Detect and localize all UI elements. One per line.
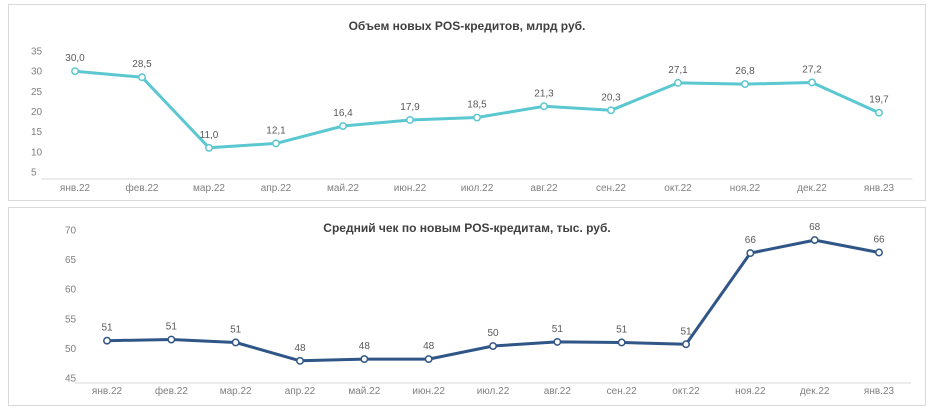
data-point — [489, 342, 497, 350]
data-label: 30,0 — [65, 53, 85, 64]
data-label: 48 — [359, 341, 371, 352]
data-label: 51 — [680, 326, 692, 337]
chart-panel-pos-loan-volume: Объем новых POS-кредитов, млрд руб. 5 10 1… — [8, 4, 926, 201]
x-tick-label: янв.22 — [92, 386, 123, 397]
data-label: 12,1 — [266, 125, 286, 136]
data-point — [540, 102, 548, 111]
x-tick-label: окт.22 — [664, 183, 692, 194]
average-check-chart: 45 50 55 60 65 70 янв.22 фев.22 мар.22 апр.22 май.… — [65, 222, 912, 397]
x-tick-label: янв.22 — [60, 183, 91, 194]
data-point — [138, 73, 146, 82]
x-tick-label: май.22 — [327, 183, 359, 194]
y-tick-label: 50 — [65, 344, 77, 355]
data-point — [553, 337, 562, 346]
y-tick-label: 5 — [31, 168, 37, 179]
x-tick-label: май.22 — [348, 386, 380, 397]
y-tick-label: 65 — [65, 255, 77, 266]
x-tick-label: янв.23 — [864, 386, 895, 397]
x-tick-label: апр.22 — [285, 386, 316, 397]
data-point — [741, 80, 749, 89]
data-point — [296, 356, 304, 365]
data-label: 19,7 — [869, 95, 889, 106]
y-tick-label: 55 — [65, 314, 77, 325]
data-label: 26,8 — [735, 66, 755, 77]
data-label: 27,2 — [802, 64, 822, 75]
data-point — [272, 139, 280, 148]
x-tick-label: окт.22 — [672, 386, 700, 397]
x-tick-label: июл.22 — [461, 183, 494, 194]
data-label: 51 — [101, 323, 113, 334]
chart-title: Средний чек по новым POS-кредитам, тыс. … — [323, 221, 611, 235]
pos-loan-volume-chart: 5 10 15 20 25 30 35 янв.22 фев.22 мар.22 апр.22 май… — [31, 47, 913, 194]
data-label: 66 — [873, 234, 885, 245]
data-label: 51 — [230, 324, 242, 335]
chart-panel-average-check: Средний чек по новым POS-кредитам, тыс. … — [8, 207, 926, 406]
x-tick-label: фев.22 — [155, 385, 188, 397]
data-label: 17,9 — [400, 102, 420, 113]
data-point — [231, 338, 240, 347]
data-point — [674, 78, 682, 87]
data-point — [103, 336, 111, 345]
x-tick-label: апр.22 — [261, 183, 292, 194]
data-label: 50 — [487, 328, 499, 339]
x-tick-label: дек.22 — [800, 386, 830, 397]
data-point — [360, 355, 369, 364]
x-tick-label: янв.23 — [864, 183, 895, 194]
data-label: 28,5 — [132, 59, 152, 70]
x-tick-label: фев.22 — [125, 182, 158, 194]
x-tick-label: июн.22 — [394, 183, 427, 194]
data-point — [808, 78, 816, 87]
data-point — [406, 116, 414, 124]
data-label: 27,1 — [668, 65, 688, 76]
data-label: 21,3 — [534, 88, 554, 99]
chart-title: Объем новых POS-кредитов, млрд руб. — [348, 19, 586, 33]
x-tick-label: мар.22 — [220, 386, 252, 397]
y-tick-label: 25 — [31, 87, 43, 98]
data-label: 51 — [552, 324, 564, 335]
y-tick-label: 20 — [31, 107, 43, 118]
x-tick-label: июл.22 — [477, 386, 510, 397]
x-tick-label: ноя.22 — [735, 386, 766, 397]
y-tick-label: 35 — [31, 47, 43, 58]
data-label: 48 — [423, 341, 435, 352]
x-tick-label: дек.22 — [797, 183, 827, 194]
x-tick-label: сен.22 — [596, 183, 626, 194]
data-label: 18,5 — [467, 100, 487, 111]
data-point — [473, 113, 481, 122]
data-label: 51 — [616, 324, 628, 335]
data-label: 68 — [809, 222, 821, 233]
data-point — [875, 248, 883, 257]
data-label: 66 — [745, 235, 757, 246]
data-point — [682, 340, 690, 349]
y-tick-label: 10 — [31, 147, 43, 158]
data-point — [167, 335, 176, 344]
x-tick-label: июн.22 — [412, 386, 445, 397]
y-tick-label: 15 — [31, 127, 43, 138]
data-point — [875, 108, 883, 117]
data-label: 11,0 — [200, 130, 219, 141]
data-point — [746, 249, 755, 258]
data-point — [810, 236, 819, 245]
x-tick-label: авг.22 — [544, 386, 572, 397]
y-tick-label: 30 — [31, 67, 43, 78]
x-tick-label: сен.22 — [607, 386, 637, 397]
y-tick-label: 60 — [65, 285, 77, 296]
y-tick-label: 70 — [65, 226, 77, 237]
x-tick-label: мар.22 — [193, 183, 225, 194]
data-label: 48 — [294, 343, 306, 354]
x-tick-label: ноя.22 — [730, 183, 761, 194]
data-point — [607, 106, 615, 115]
data-point — [617, 338, 626, 347]
data-point — [71, 67, 79, 76]
data-point — [339, 122, 347, 130]
data-label: 20,3 — [601, 92, 621, 103]
data-label: 51 — [166, 322, 178, 333]
data-point — [424, 355, 433, 364]
data-point — [205, 143, 213, 152]
x-tick-label: авг.22 — [530, 183, 558, 194]
data-label: 16,4 — [333, 108, 353, 119]
y-tick-label: 45 — [65, 374, 77, 385]
